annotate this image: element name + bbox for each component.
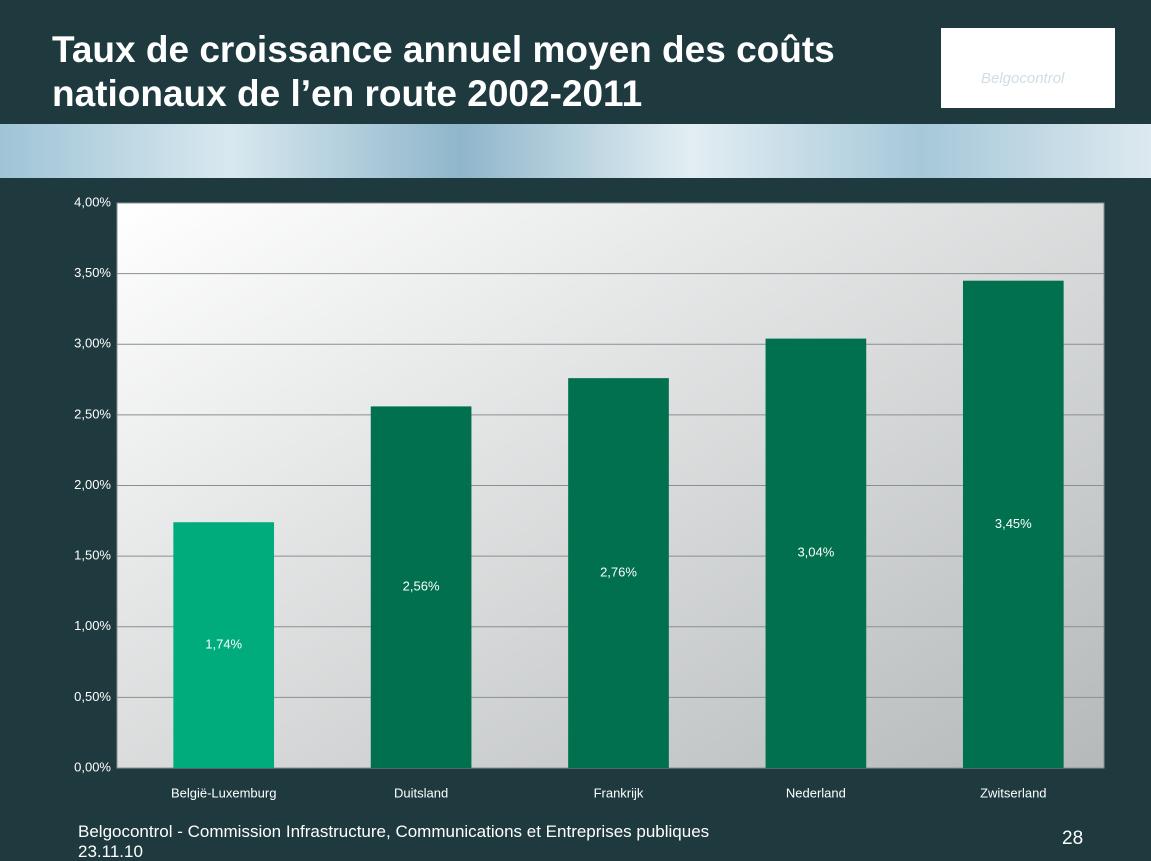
x-tick-label: België-Luxemburg [171,785,277,800]
y-tick-label: 3,00% [74,336,111,351]
bar [765,338,867,768]
y-tick-label: 4,00% [74,194,111,209]
y-tick-label: 0,00% [74,759,111,774]
bar [173,522,275,768]
footer-text: Belgocontrol - Commission Infrastructure… [78,822,710,841]
bar [962,280,1064,768]
footer-date: 23.11.10 [78,842,143,861]
y-tick-label: 3,50% [74,265,111,280]
bar [568,378,669,768]
slide-title: Taux de croissance annuel moyen des coût… [52,29,835,114]
cloud-banner [0,124,1151,178]
y-tick-label: 0,50% [74,689,111,704]
x-tick-label: Duitsland [394,785,448,800]
value-label: 2,56% [403,579,440,594]
x-tick-label: Zwitserland [980,785,1046,800]
x-tick-label: Nederland [786,785,846,800]
logo-text: Belgocontrol [981,70,1065,87]
value-label: 2,76% [600,565,637,580]
value-label: 3,45% [995,516,1032,531]
logo: Belgocontrol [941,28,1115,108]
bar [370,406,472,768]
y-tick-label: 1,00% [74,618,111,633]
y-tick-label: 2,50% [74,406,111,421]
y-tick-label: 2,00% [74,477,111,492]
x-tick-label: Frankrijk [594,785,644,800]
value-label: 1,74% [205,637,242,652]
value-label: 3,04% [797,545,834,560]
page-number: 28 [1062,828,1084,849]
y-tick-label: 1,50% [74,548,111,563]
